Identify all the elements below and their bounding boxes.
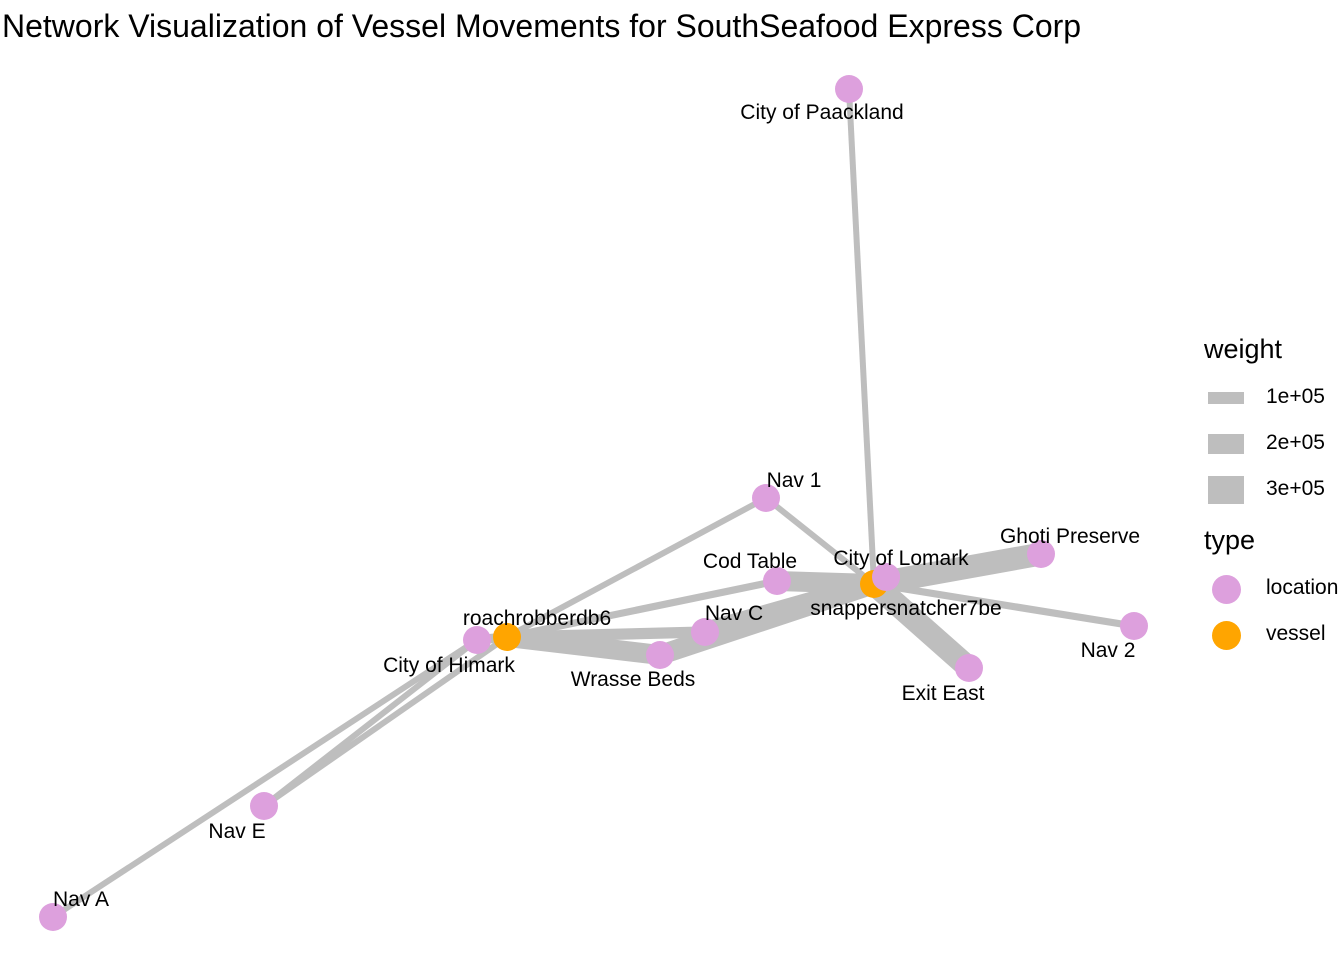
- nodes-layer: [39, 75, 1148, 931]
- node-label-codtable: Cod Table: [703, 550, 797, 573]
- node-label-ghoti: Ghoti Preserve: [1000, 525, 1140, 548]
- edge-snapper-wrasse: [656, 574, 878, 665]
- type-legend-items: location vessel: [1200, 566, 1344, 658]
- type-legend-label: location: [1266, 576, 1339, 599]
- node-ghoti: [1027, 540, 1055, 568]
- node-nava: [39, 903, 67, 931]
- edge-snapper-exiteast: [866, 575, 977, 677]
- weight-legend-bar: [1208, 392, 1244, 404]
- node-label-himark: City of Himark: [383, 654, 515, 677]
- type-legend-dot-location: [1212, 575, 1241, 604]
- type-legend-key: [1206, 615, 1246, 655]
- weight-legend-label: 1e+05: [1266, 385, 1325, 408]
- weight-legend-title: weight: [1204, 334, 1283, 364]
- labels-layer: City of Paackland Nav 1 City of Lomark Ghot…: [53, 101, 1140, 911]
- type-legend-row: location: [1200, 566, 1344, 612]
- legend: weight 1e+05 2e+05 3e+05 type location vess…: [1200, 334, 1344, 658]
- weight-legend-label: 2e+05: [1266, 431, 1325, 454]
- node-nav2: [1120, 612, 1148, 640]
- type-legend-key: [1206, 569, 1246, 609]
- type-legend-title: type: [1204, 525, 1256, 555]
- weight-legend-row: 2e+05: [1200, 421, 1344, 467]
- node-exiteast: [955, 654, 983, 682]
- node-label-nave: Nav E: [208, 820, 265, 843]
- weight-legend-items: 1e+05 2e+05 3e+05: [1200, 375, 1344, 513]
- edge-himark-nava: [51, 637, 479, 920]
- weight-legend-key: [1206, 470, 1246, 510]
- node-label-nav2: Nav 2: [1081, 639, 1136, 662]
- node-nave: [250, 792, 278, 820]
- type-legend: type location vessel: [1200, 525, 1344, 658]
- weight-legend-key: [1206, 424, 1246, 464]
- weight-legend-bar: [1208, 476, 1244, 504]
- edge-roach-codtable: [506, 577, 778, 641]
- node-label-lomark: City of Lomark: [833, 547, 969, 570]
- type-legend-row: vessel: [1200, 612, 1344, 658]
- edge-himark-nave: [262, 637, 479, 809]
- weight-legend-key: [1206, 378, 1246, 418]
- edge-roach-nav1: [505, 495, 768, 640]
- weight-legend-row: 3e+05: [1200, 467, 1344, 513]
- node-himark: [463, 626, 491, 654]
- node-label-paackland: City of Paackland: [740, 101, 903, 124]
- type-legend-label: vessel: [1266, 622, 1326, 645]
- node-label-wrasse: Wrasse Beds: [571, 668, 696, 691]
- weight-legend: weight 1e+05 2e+05 3e+05: [1200, 334, 1344, 513]
- network-graph: City of Paackland Nav 1 City of Lomark Ghot…: [39, 75, 1148, 931]
- weight-legend-row: 1e+05: [1200, 375, 1344, 421]
- edges-layer: [51, 88, 1135, 920]
- node-label-roach: roachrobberdb6: [463, 607, 611, 630]
- node-label-snapper: snappersnatcher7be: [810, 597, 1001, 620]
- diagram-title: Network Visualization of Vessel Movement…: [2, 8, 1082, 44]
- weight-legend-bar: [1208, 434, 1244, 454]
- weight-legend-label: 3e+05: [1266, 477, 1325, 500]
- node-label-navc: Nav C: [705, 602, 763, 625]
- node-lomark-overlay: [872, 563, 900, 591]
- edge-snapper-nav2: [873, 580, 1135, 630]
- node-navc: [691, 618, 719, 646]
- edge-snapper-paackland: [846, 88, 877, 585]
- node-paackland: [835, 75, 863, 103]
- node-label-exiteast: Exit East: [902, 682, 985, 705]
- node-label-nav1: Nav 1: [767, 469, 822, 492]
- node-label-nava: Nav A: [53, 888, 109, 911]
- node-wrasse: [646, 641, 674, 669]
- edge-roach-wrasse: [505, 627, 662, 665]
- node-nav1: [752, 484, 780, 512]
- node-roach: [493, 623, 521, 651]
- type-legend-dot-vessel: [1212, 621, 1241, 650]
- edge-snapper-nav1: [764, 495, 876, 587]
- edge-snapper-ghoti: [871, 542, 1044, 596]
- node-codtable: [763, 567, 791, 595]
